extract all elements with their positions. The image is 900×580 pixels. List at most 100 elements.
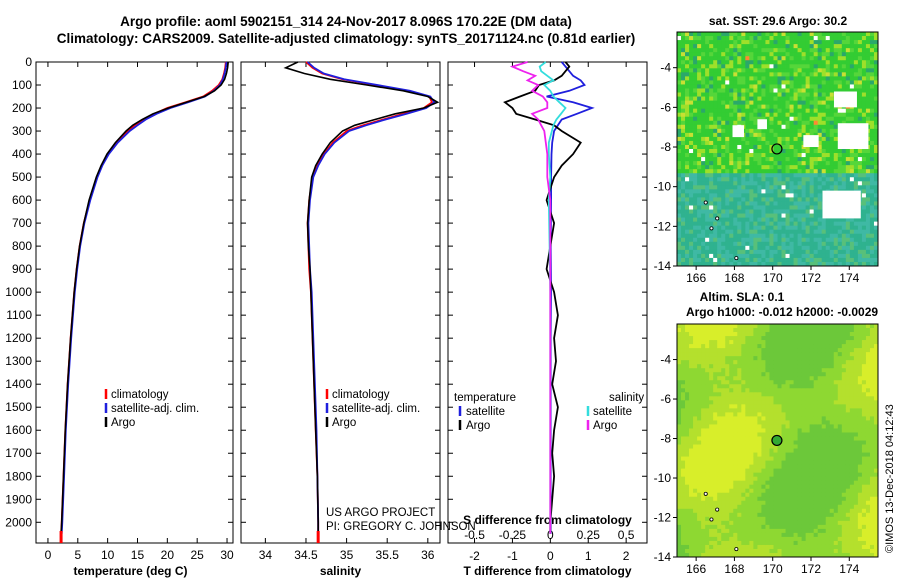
title-line-1: Argo profile: aoml 5902151_314 24-Nov-20… [120,14,572,29]
map-x-tick-label: 174 [839,562,859,576]
x-axis-label: salinity [320,564,362,578]
y-tick-label: 2000 [5,515,32,529]
legend-label: Argo [593,420,617,432]
sla-map-title: Altim. SLA: 0.1 [700,290,785,304]
x-tick-label: 25 [191,548,205,562]
x-tick-label: 1 [585,549,592,563]
map-x-tick-label: 166 [686,271,706,285]
legend-label: Argo [332,417,356,429]
cloud-mask [732,125,744,138]
map-x-tick-label: 170 [763,562,783,576]
sla-map-panel: 166 168 170 172 174 -4 -6 -8 -10 -12 -14 Altim. SLA… [654,290,879,576]
map-y-tick-label: -4 [660,353,671,367]
y-tick-label: 900 [12,262,32,276]
x-tick-label: -1 [507,549,518,563]
y-tick-label: 400 [12,147,32,161]
cloud-mask [757,119,767,130]
y-tick-label: 1800 [5,469,32,483]
map-x-tick-label: 172 [801,271,821,285]
sst-map-title: sat. SST: 29.6 Argo: 30.2 [709,14,848,28]
x-tick-label: 36 [421,548,435,562]
y-tick-label: 1600 [5,423,32,437]
y-tick-label: 1000 [5,285,32,299]
title-line-2: Climatology: CARS2009. Satellite-adjuste… [57,31,635,46]
x-tick-label: 0 [45,548,52,562]
legend-label: climatology [111,389,169,401]
plot-frame [447,61,648,544]
x-tick-label: 5 [74,548,81,562]
map-x-tick-label: 168 [724,562,744,576]
x-tick-label: 30 [220,548,234,562]
y-tick-label: 300 [12,124,32,138]
legend-label: climatology [332,389,390,401]
series-line-climatology [60,61,227,534]
plot-frame [240,61,441,544]
imos-credit: ©IMOS 13-Dec-2018 04:12:43 [884,404,896,553]
x-axis-label: T difference from climatology [463,564,631,578]
series-line-climatology [305,61,434,534]
map-x-tick-label: 172 [801,562,821,576]
map-y-tick-label: -12 [654,511,672,525]
y-tick-label: 100 [12,78,32,92]
legend-label: Argo [466,420,490,432]
map-x-tick-label: 174 [839,271,859,285]
map-x-tick-label: 170 [763,271,783,285]
sal-legend-title: salinity [609,392,644,404]
map-y-tick-label: -12 [654,219,672,233]
island-marker [703,200,708,205]
map-y-tick-label: -6 [660,100,671,114]
x-tick-label: 34 [259,548,273,562]
x-tick-label: -2 [469,549,480,563]
x-tick-label: 15 [131,548,145,562]
series-line-satellite-adj--clim- [60,61,228,534]
map-x-tick-label: 168 [724,271,744,285]
y-tick-label: 500 [12,170,32,184]
s-tick-label: -0.25 [499,528,527,542]
x-tick-label: 0 [547,549,554,563]
y-tick-label: 800 [12,239,32,253]
diff-line-t-argo [503,61,582,534]
map-y-tick-label: -8 [660,140,671,154]
legend-label: satellite [593,406,632,418]
s-tick-label: 0.5 [618,528,635,542]
map-y-tick-label: -6 [660,392,671,406]
map-x-tick-label: 166 [686,562,706,576]
island-marker [734,547,739,552]
project-annotation: US ARGO PROJECT [326,507,435,519]
island-marker [709,226,714,231]
island-marker [715,216,720,221]
x-tick-label: 34.5 [294,548,318,562]
y-tick-label: 1500 [5,400,32,414]
map-y-tick-label: -14 [654,259,672,273]
map-y-tick-label: -10 [654,180,672,194]
salinity-panel: 34 34.5 35 35.5 36 salinity climatology satelli… [240,61,476,578]
temp-legend-title: temperature [454,392,516,404]
island-marker [703,491,708,496]
plot-frame [35,61,234,544]
map-y-tick-label: -10 [654,471,672,485]
island-marker [715,507,720,512]
series-line-argo [60,61,229,534]
y-tick-label: 700 [12,216,32,230]
x-tick-label: 20 [161,548,175,562]
cloud-mask [833,91,857,108]
series-line-satellite-adj--clim- [307,61,436,534]
sla-field [677,324,879,558]
map-y-tick-label: -4 [660,61,671,75]
argo-float-marker [771,143,783,155]
series-line-argo [283,61,440,534]
temperature-panel: 0100200300400500600700800900100011001200… [5,55,234,578]
y-tick-label: 1400 [5,377,32,391]
cloud-mask [822,190,861,219]
y-tick-label: 1200 [5,331,32,345]
x-tick-label: 10 [101,548,115,562]
legend-label: satellite [466,406,505,418]
y-tick-label: 1100 [6,308,32,322]
legend-label: satellite-adj. clim. [111,403,199,415]
island-marker [709,517,714,522]
argo-float-marker [771,434,783,447]
map-y-tick-label: -14 [654,550,672,564]
cloud-mask [803,135,819,148]
legend-label: satellite-adj. clim. [332,403,420,415]
